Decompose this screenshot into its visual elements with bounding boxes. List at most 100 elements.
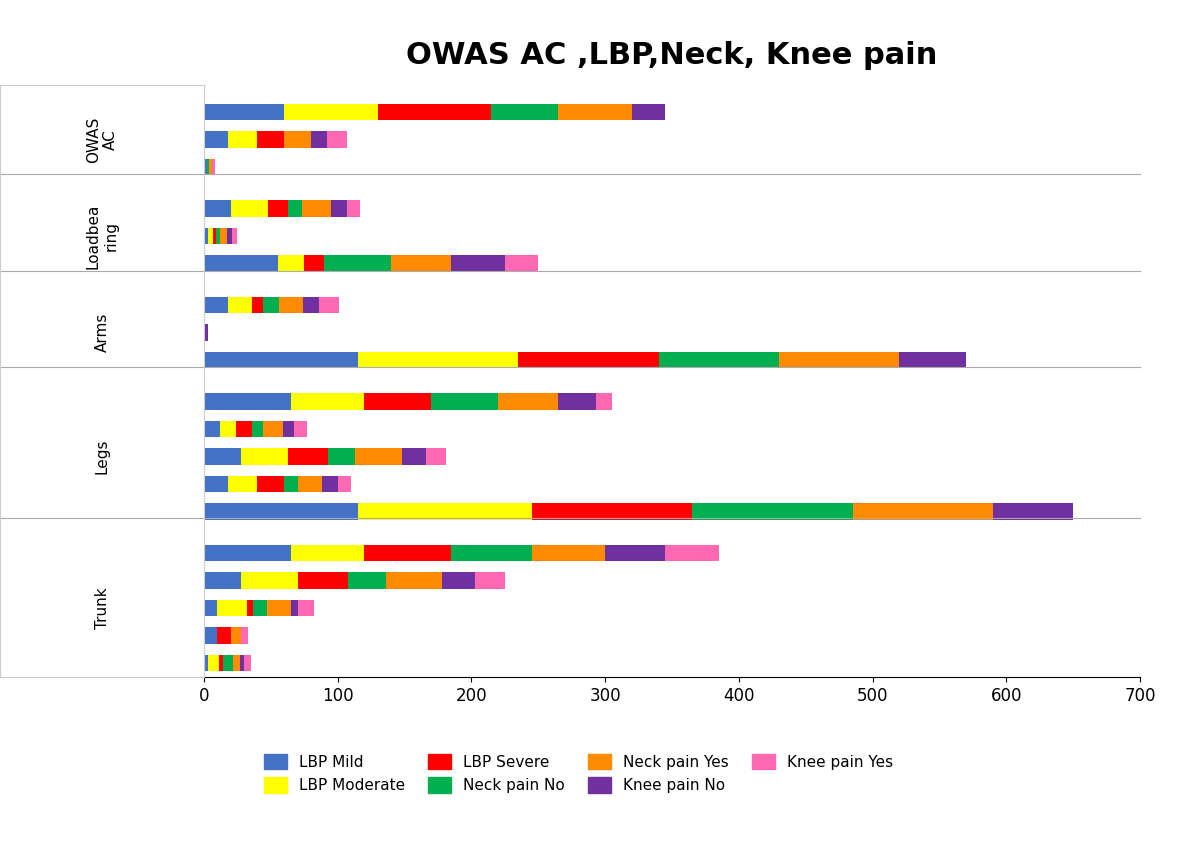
Bar bbox=[204, 201, 230, 217]
Text: Arms: Arms bbox=[95, 313, 109, 352]
Bar bbox=[241, 627, 248, 644]
Bar bbox=[391, 255, 451, 272]
Text: Arms: Arms bbox=[96, 313, 112, 352]
Bar bbox=[558, 393, 595, 409]
Bar bbox=[253, 600, 266, 616]
Bar bbox=[258, 131, 284, 148]
Bar bbox=[595, 393, 612, 409]
Bar bbox=[302, 297, 319, 313]
Bar bbox=[386, 572, 442, 589]
Bar bbox=[204, 228, 208, 244]
Title: OWAS AC ,LBP,Neck, Knee pain: OWAS AC ,LBP,Neck, Knee pain bbox=[407, 41, 937, 69]
Bar bbox=[288, 448, 329, 464]
Bar bbox=[331, 201, 347, 217]
Bar bbox=[451, 545, 532, 561]
Bar bbox=[204, 545, 290, 561]
Bar bbox=[204, 131, 228, 148]
Bar bbox=[204, 352, 358, 368]
Text: Trunk: Trunk bbox=[96, 587, 112, 629]
Bar bbox=[241, 572, 298, 589]
Bar bbox=[204, 104, 284, 120]
Bar bbox=[298, 572, 348, 589]
Bar bbox=[268, 201, 288, 217]
Bar bbox=[204, 448, 241, 464]
Legend: LBP Mild, LBP Moderate, LBP Severe, Neck pain No, Neck pain Yes, Knee pain No, K: LBP Mild, LBP Moderate, LBP Severe, Neck… bbox=[258, 748, 899, 799]
Bar bbox=[284, 131, 311, 148]
Bar bbox=[223, 655, 234, 671]
Bar bbox=[402, 448, 426, 464]
Bar bbox=[252, 420, 263, 437]
Bar bbox=[204, 297, 228, 313]
Bar bbox=[311, 131, 328, 148]
Bar bbox=[218, 655, 223, 671]
Bar bbox=[378, 104, 492, 120]
Bar bbox=[358, 503, 532, 519]
Text: OWAS
AC: OWAS AC bbox=[86, 117, 119, 163]
Bar bbox=[216, 228, 220, 244]
Bar bbox=[263, 297, 278, 313]
Bar bbox=[329, 448, 355, 464]
Bar bbox=[659, 352, 779, 368]
Bar bbox=[337, 475, 352, 492]
Bar bbox=[632, 104, 665, 120]
Bar bbox=[230, 627, 241, 644]
Bar bbox=[204, 572, 241, 589]
Bar bbox=[319, 297, 340, 313]
Bar bbox=[505, 255, 539, 272]
Bar bbox=[298, 600, 313, 616]
Bar bbox=[298, 475, 322, 492]
Bar bbox=[247, 600, 253, 616]
Bar bbox=[258, 475, 284, 492]
Bar bbox=[665, 545, 719, 561]
Bar bbox=[348, 572, 386, 589]
Bar bbox=[992, 503, 1073, 519]
Bar bbox=[204, 324, 208, 341]
Bar bbox=[779, 352, 899, 368]
Bar bbox=[240, 655, 244, 671]
Bar bbox=[204, 475, 228, 492]
Bar bbox=[365, 545, 451, 561]
Text: Loadbea
ring: Loadbea ring bbox=[86, 203, 119, 269]
Bar bbox=[236, 420, 252, 437]
Bar bbox=[228, 297, 252, 313]
Bar bbox=[217, 600, 247, 616]
Bar bbox=[212, 159, 215, 175]
Bar bbox=[214, 228, 216, 244]
Bar bbox=[426, 448, 446, 464]
Bar bbox=[290, 600, 298, 616]
Bar bbox=[278, 297, 302, 313]
Text: Legs: Legs bbox=[95, 439, 109, 475]
Bar bbox=[301, 201, 331, 217]
Bar bbox=[899, 352, 966, 368]
Bar bbox=[290, 393, 365, 409]
Bar bbox=[209, 159, 212, 175]
Bar bbox=[347, 201, 360, 217]
Bar bbox=[263, 420, 283, 437]
Bar bbox=[277, 255, 305, 272]
Bar bbox=[220, 420, 236, 437]
Bar bbox=[208, 228, 214, 244]
Bar bbox=[228, 475, 258, 492]
Bar bbox=[220, 228, 227, 244]
Bar bbox=[558, 104, 632, 120]
Bar bbox=[294, 420, 307, 437]
Bar bbox=[208, 655, 218, 671]
Bar bbox=[324, 255, 391, 272]
Bar bbox=[431, 393, 498, 409]
Bar bbox=[532, 545, 605, 561]
Bar bbox=[228, 131, 258, 148]
Bar bbox=[451, 255, 505, 272]
Bar bbox=[284, 475, 298, 492]
Bar bbox=[244, 655, 251, 671]
Bar bbox=[284, 104, 378, 120]
Bar bbox=[204, 627, 217, 644]
Bar bbox=[241, 448, 288, 464]
Bar bbox=[290, 545, 365, 561]
Bar bbox=[498, 393, 558, 409]
Bar bbox=[204, 420, 220, 437]
Bar bbox=[532, 503, 692, 519]
Bar bbox=[322, 475, 337, 492]
Bar bbox=[355, 448, 402, 464]
Text: Trunk: Trunk bbox=[95, 587, 109, 629]
Bar bbox=[692, 503, 852, 519]
